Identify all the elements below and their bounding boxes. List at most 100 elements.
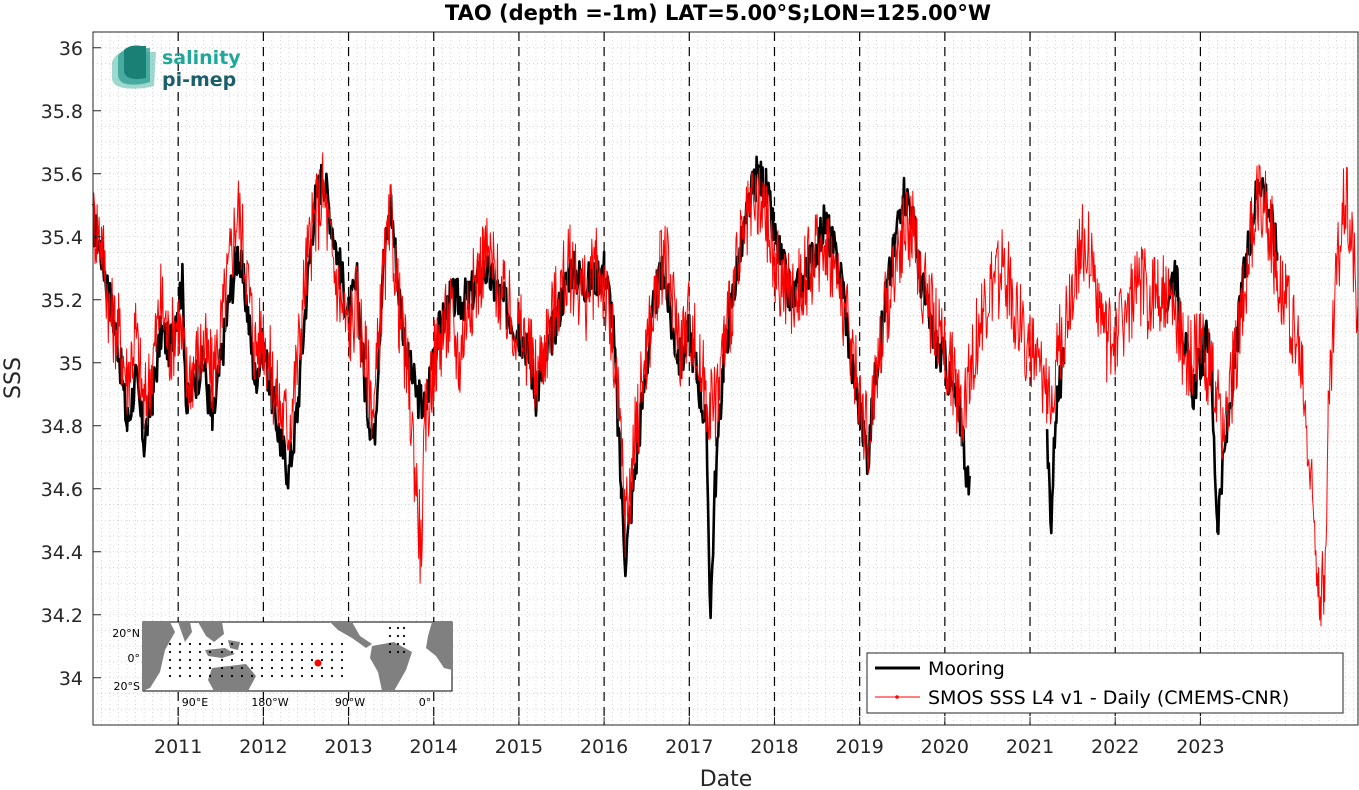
map-station-dot (250, 666, 254, 670)
map-station-dot (340, 658, 344, 662)
legend-label-smos: SMOS SSS L4 v1 - Daily (CMEMS-CNR) (928, 687, 1289, 709)
map-station-dot (280, 674, 284, 678)
map-station-dot (310, 650, 314, 654)
y-tick-label: 35.6 (41, 164, 83, 186)
map-station-dot (402, 650, 406, 654)
map-station-dot (240, 650, 244, 654)
map-station-dot (270, 642, 274, 646)
map-station-dot (240, 658, 244, 662)
chart-title: TAO (depth =-1m) LAT=5.00°S;LON=125.00°W (445, 1, 991, 25)
map-station-dot (230, 650, 234, 654)
x-axis-label: Date (700, 767, 753, 790)
map-station-dot (168, 642, 172, 646)
map-station-dot (250, 658, 254, 662)
map-station-dot (168, 650, 172, 654)
map-station-dot (290, 666, 294, 670)
y-axis-label: SSS (1, 357, 26, 399)
logo-line1: salinity (162, 47, 241, 69)
logo-waves-icon (112, 45, 156, 89)
x-tick-label: 2013 (324, 736, 372, 758)
map-station-dot (208, 642, 212, 646)
map-station-dot (220, 650, 224, 654)
map-lat-0: 0° (128, 652, 141, 665)
map-station-dot (240, 666, 244, 670)
map-station-dot (300, 650, 304, 654)
map-station-dot (240, 642, 244, 646)
map-station-dot (310, 642, 314, 646)
map-station-dot (330, 650, 334, 654)
salinity-pi-mep-logo: salinity pi-mep (112, 45, 241, 91)
map-station-dot (188, 650, 192, 654)
y-tick-label: 36 (59, 38, 83, 60)
map-station-dot (208, 650, 212, 654)
map-station-dot (260, 642, 264, 646)
map-station-dot (188, 642, 192, 646)
map-station-dot (388, 650, 392, 654)
x-tick-label: 2011 (154, 736, 202, 758)
map-station-dot (230, 674, 234, 678)
map-station-dot (290, 674, 294, 678)
map-land (143, 622, 452, 691)
logo-line2: pi-mep (162, 69, 236, 91)
inset-map: 20°N 0° 20°S 90°E 180°W 90°W 0° (112, 621, 453, 709)
map-station-dot (388, 626, 392, 630)
map-station-dot (198, 658, 202, 662)
legend-swatch-smos-dot (895, 695, 899, 699)
map-lon-90w: 90°W (335, 696, 365, 709)
map-station-dot (250, 642, 254, 646)
map-station-dot (310, 658, 314, 662)
y-tick-label: 34.2 (41, 605, 83, 627)
map-station-dot (402, 634, 406, 638)
x-tick-labels: 2011 2012 2013 2014 2015 2016 2017 2018 2019 2020… (154, 717, 1225, 758)
x-tick-label: 2022 (1091, 736, 1139, 758)
map-station-dot (340, 666, 344, 670)
map-station-dot (178, 666, 182, 670)
map-station-dot (198, 674, 202, 678)
map-station-dot (198, 650, 202, 654)
map-station-dot (396, 650, 400, 654)
map-station-dot (260, 666, 264, 670)
map-station-dot (188, 674, 192, 678)
map-station-dot (270, 666, 274, 670)
station-marker (314, 659, 322, 667)
x-tick-label: 2018 (750, 736, 798, 758)
map-station-dot (290, 642, 294, 646)
map-station-dot (330, 666, 334, 670)
y-tick-label: 35 (59, 353, 83, 375)
map-lat-20s: 20°S (114, 680, 140, 693)
map-station-dot (260, 658, 264, 662)
map-station-dot (168, 674, 172, 678)
map-station-dot (220, 674, 224, 678)
map-station-dot (198, 642, 202, 646)
legend: Mooring SMOS SSS L4 v1 - Daily (CMEMS-CN… (866, 652, 1344, 714)
map-station-dot (270, 658, 274, 662)
map-station-dot (208, 658, 212, 662)
map-station-dot (220, 642, 224, 646)
x-tick-label: 2016 (580, 736, 628, 758)
map-station-dot (330, 674, 334, 678)
map-station-dot (300, 666, 304, 670)
map-station-dot (402, 642, 406, 646)
plot-frame (92, 31, 1359, 726)
map-station-dot (300, 642, 304, 646)
y-tick-label: 34.8 (41, 416, 83, 438)
map-station-dot (290, 650, 294, 654)
map-station-dot (178, 642, 182, 646)
map-station-dot (396, 634, 400, 638)
map-station-dot (240, 674, 244, 678)
y-tick-label: 35.8 (41, 101, 83, 123)
x-tick-label: 2015 (495, 736, 543, 758)
map-stations (168, 626, 406, 678)
map-station-dot (208, 666, 212, 670)
map-station-dot (330, 658, 334, 662)
map-station-dot (320, 658, 324, 662)
map-station-dot (188, 666, 192, 670)
map-station-dot (300, 674, 304, 678)
map-station-dot (340, 674, 344, 678)
map-station-dot (220, 666, 224, 670)
map-station-dot (300, 658, 304, 662)
map-station-dot (260, 674, 264, 678)
map-station-dot (178, 650, 182, 654)
map-station-dot (280, 658, 284, 662)
y-tick-label: 34.4 (41, 542, 83, 564)
